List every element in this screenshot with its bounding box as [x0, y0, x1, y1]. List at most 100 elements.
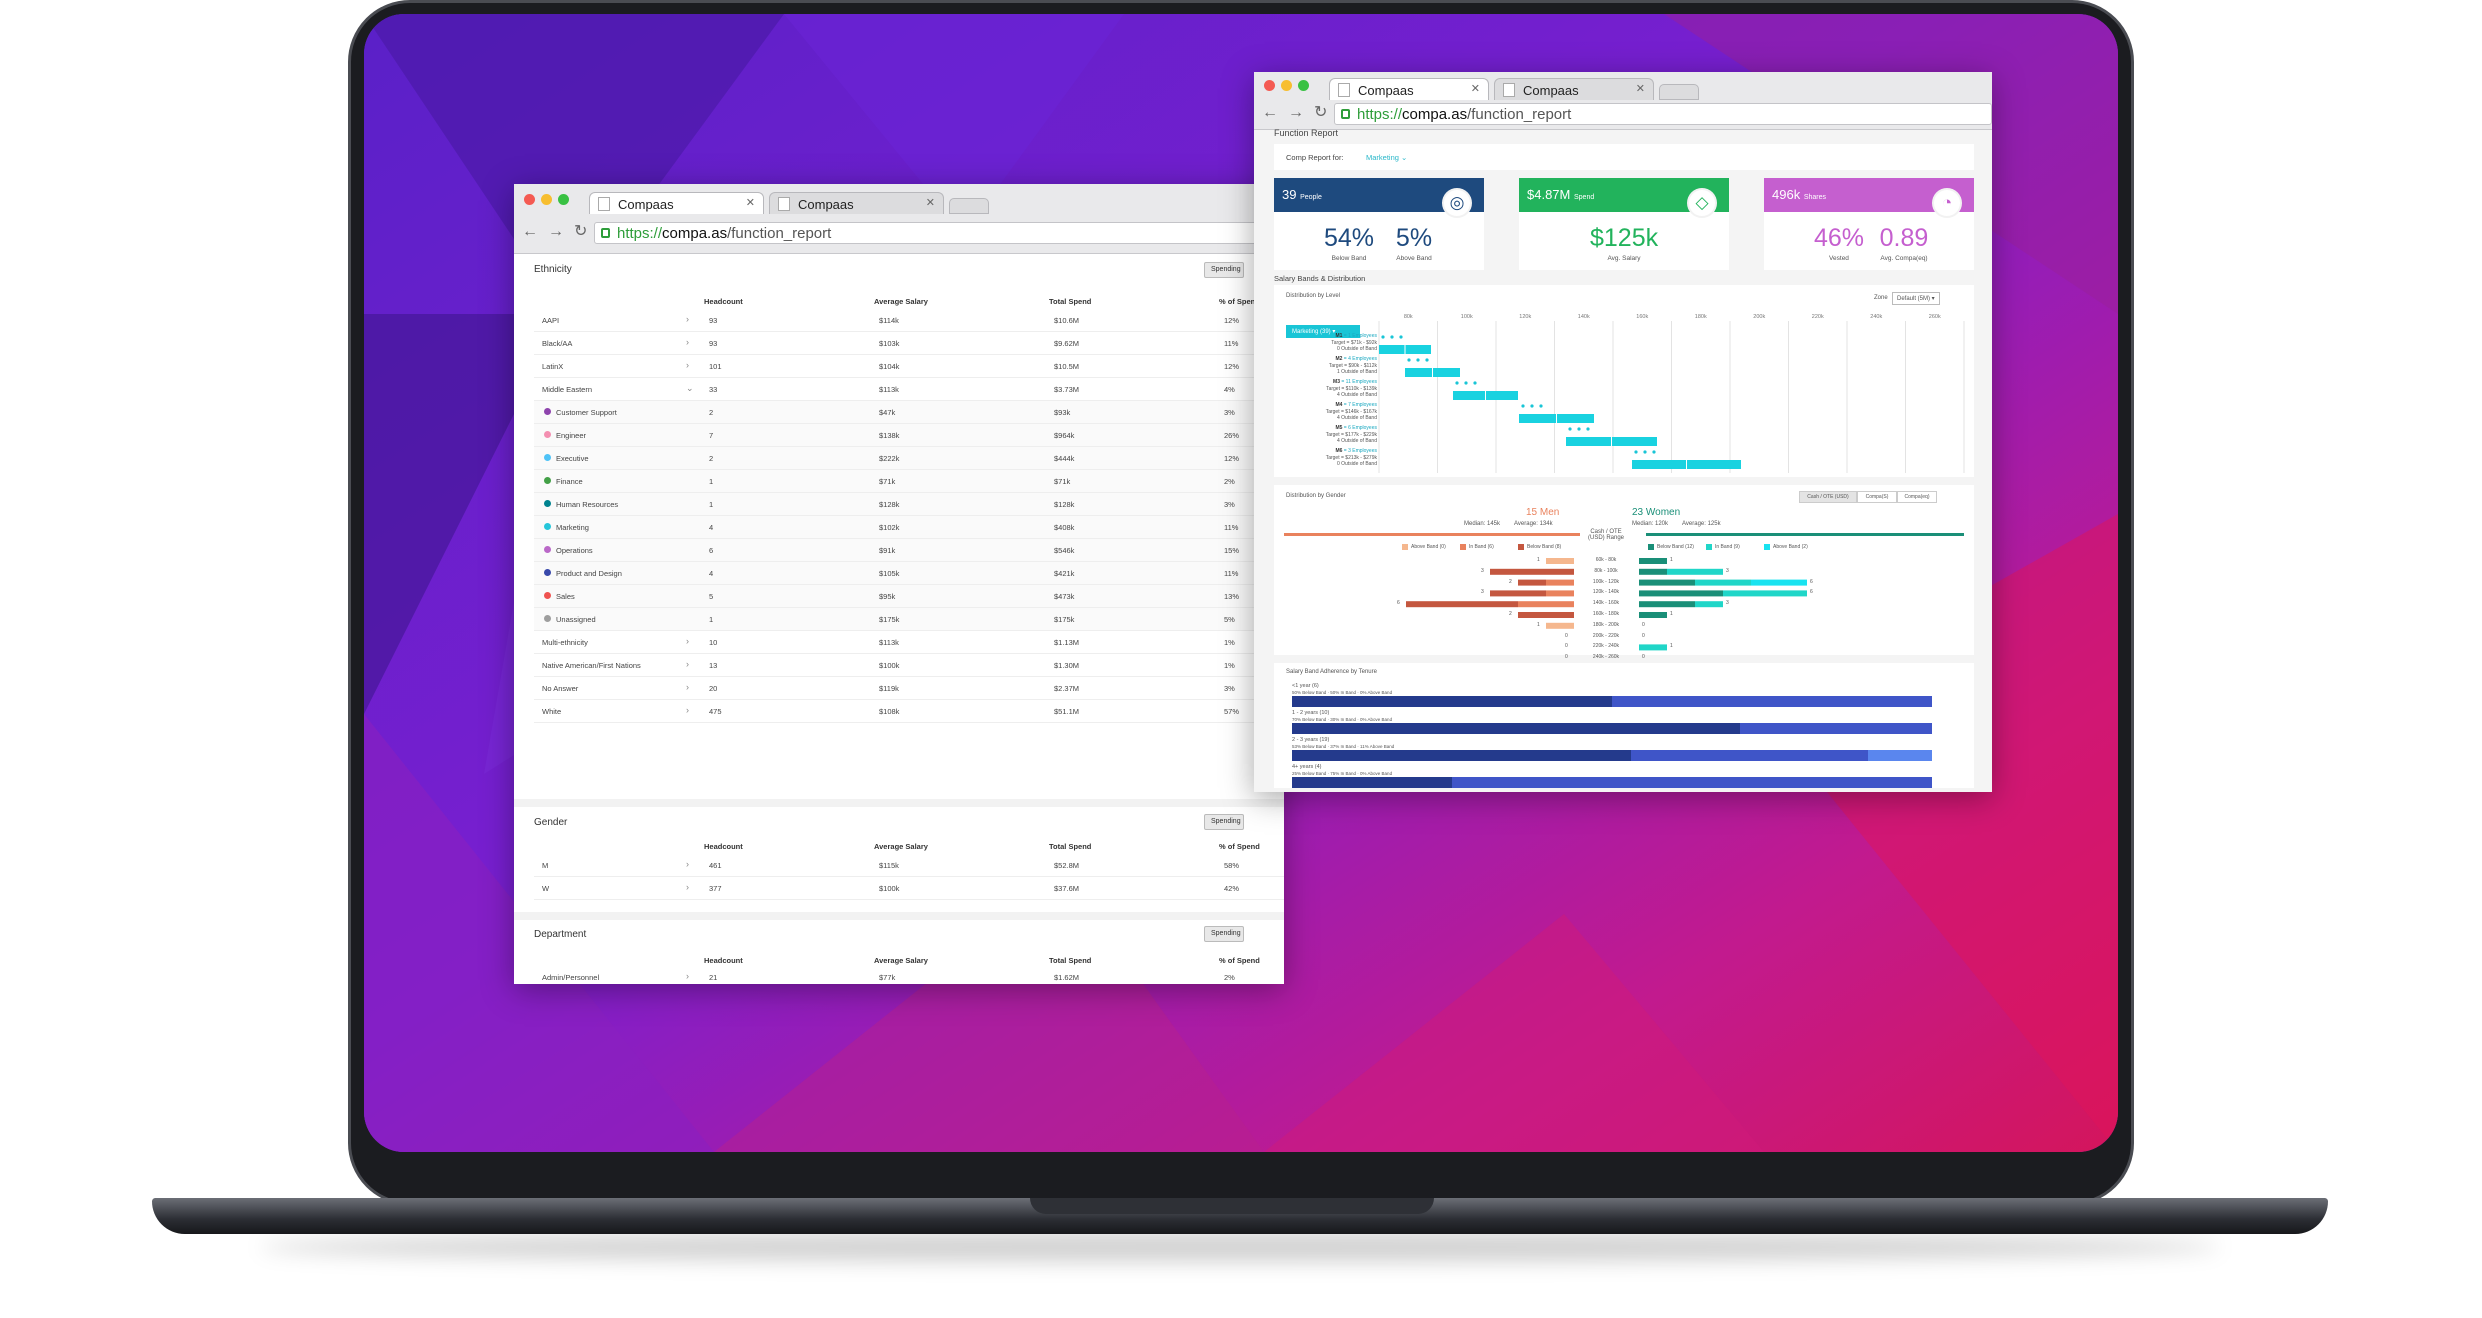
women-bar	[1639, 579, 1695, 586]
chevron-right-icon[interactable]: ›	[686, 659, 689, 669]
table-row[interactable]: Multi-ethnicity › 10 $113k $1.13M 1%	[534, 631, 1284, 654]
table-row[interactable]: No Answer › 20 $119k $2.37M 3%	[534, 677, 1284, 700]
pct-spend-cell: 11%	[1224, 339, 1239, 348]
pct-spend-cell: 13%	[1224, 592, 1240, 601]
employee-dot	[1652, 450, 1656, 454]
level-code: M2	[1335, 356, 1344, 362]
tab-compaas-active[interactable]: Compaas ✕	[1329, 78, 1489, 100]
row-name: No Answer	[542, 684, 579, 693]
marketing-chip[interactable]: Marketing (39) ▾	[1286, 325, 1360, 338]
close-tab-icon[interactable]: ✕	[745, 197, 755, 209]
table-row[interactable]: AAPI › 93 $114k $10.6M 12%	[534, 309, 1284, 332]
women-bar	[1695, 579, 1751, 586]
total-spend-cell: $3.73M	[1054, 385, 1080, 394]
department-spending-button[interactable]: Spending	[1204, 926, 1244, 942]
function-dropdown[interactable]: Marketing ⌄	[1366, 153, 1408, 162]
women-legend-item: In Band (9)	[1706, 544, 1740, 550]
table-row[interactable]: LatinX › 101 $104k $10.5M 12%	[534, 355, 1284, 378]
gender-tab[interactable]: Cash / OTE (USD)	[1799, 491, 1857, 503]
employee-dot	[1464, 381, 1468, 385]
avg-salary-cell: $128k	[879, 500, 900, 509]
chevron-right-icon[interactable]: ›	[686, 360, 689, 370]
men-count: 1	[1537, 557, 1540, 563]
chevron-right-icon[interactable]: ›	[686, 314, 689, 324]
chevron-right-icon[interactable]: ›	[686, 971, 689, 981]
close-tab-icon[interactable]: ✕	[1470, 83, 1480, 95]
axis-tick-label: 80k	[1404, 314, 1413, 320]
maximize-window-button[interactable]	[558, 194, 569, 205]
headcount-cell: 5	[709, 592, 714, 601]
close-tab-icon[interactable]: ✕	[925, 197, 935, 209]
zone-dropdown[interactable]: Default (5M) ▾	[1892, 292, 1940, 305]
maximize-window-button[interactable]	[1298, 80, 1309, 91]
forward-arrow-icon[interactable]: →	[1288, 104, 1314, 121]
close-window-button[interactable]	[1264, 80, 1275, 91]
range-label: 80k - 100k	[1594, 567, 1618, 574]
gender-tab[interactable]: Compa(S)	[1857, 491, 1897, 503]
chevron-right-icon[interactable]: ›	[686, 682, 689, 692]
chevron-right-icon[interactable]: ›	[686, 636, 689, 646]
address-bar[interactable]: https://compa.as/function_report	[1334, 103, 1992, 125]
tab-label: Compaas	[618, 197, 674, 212]
men-count: 3	[1481, 589, 1484, 596]
tab-compaas-active[interactable]: Compaas ✕	[589, 192, 764, 214]
kpi-header-label: People	[1300, 194, 1322, 201]
reload-icon[interactable]: ↻	[574, 223, 598, 240]
kpi-value: 54%	[1323, 224, 1375, 252]
address-bar[interactable]: https://compa.as/function_report	[594, 222, 1284, 244]
col-pct-spend: % of Spend	[1219, 956, 1260, 965]
table-row[interactable]: Black/AA › 93 $103k $9.62M 11%	[534, 332, 1284, 355]
target-icon: ◎	[1442, 188, 1472, 218]
close-window-button[interactable]	[524, 194, 535, 205]
chevron-down-icon[interactable]: ⌄	[686, 383, 694, 393]
table-row[interactable]: Admin/Personnel › 21 $77k $1.62M 2%	[534, 966, 1284, 984]
table-row[interactable]: M › 461 $115k $52.8M 58%	[534, 854, 1284, 877]
chevron-right-icon[interactable]: ›	[686, 882, 689, 892]
tab-compaas-inactive[interactable]: Compaas ✕	[1494, 78, 1654, 100]
col-headcount: Headcount	[704, 842, 743, 851]
women-bar	[1639, 568, 1667, 575]
lock-icon	[1341, 109, 1350, 119]
tab-compaas-inactive[interactable]: Compaas ✕	[769, 192, 944, 214]
reload-icon[interactable]: ↻	[1314, 104, 1338, 121]
level-employees: = 3 Employees	[1343, 448, 1377, 454]
headcount-cell: 7	[709, 431, 714, 440]
row-name: White	[542, 707, 562, 716]
new-tab-button[interactable]	[1659, 84, 1699, 100]
row-name: Finance	[556, 477, 583, 486]
table-row[interactable]: White › 475 $108k $51.1M 57%	[534, 700, 1284, 723]
back-arrow-icon[interactable]: ←	[522, 223, 548, 240]
range-label: 60k - 80k	[1595, 557, 1617, 563]
avg-salary-cell: $138k	[879, 431, 900, 440]
tab-label: Compaas	[798, 197, 854, 212]
forward-arrow-icon[interactable]: →	[548, 223, 574, 240]
tenure-legend: 53% Below Band · 37% In Band · 11% Above…	[1292, 744, 1395, 749]
table-row[interactable]: Native American/First Nations › 13 $100k $1.…	[534, 654, 1284, 677]
chevron-right-icon[interactable]: ›	[686, 859, 689, 869]
close-tab-icon[interactable]: ✕	[1635, 83, 1645, 95]
gender-tab[interactable]: Compa(eq)	[1897, 491, 1937, 503]
headcount-cell: 20	[709, 684, 718, 693]
avg-salary-cell: $175k	[879, 615, 900, 624]
color-dot-icon	[544, 592, 551, 599]
color-dot-icon	[544, 477, 551, 484]
back-arrow-icon[interactable]: ←	[1262, 104, 1288, 121]
minimize-window-button[interactable]	[541, 194, 552, 205]
minimize-window-button[interactable]	[1281, 80, 1292, 91]
kpi-value-label: Below Band	[1331, 255, 1367, 262]
gender-spending-button[interactable]: Spending	[1204, 814, 1244, 830]
women-count: 0	[1642, 654, 1645, 661]
row-name: Engineer	[556, 431, 587, 440]
table-row[interactable]: Middle Eastern ⌄ 33 $113k $3.73M 4%	[534, 378, 1284, 401]
headcount-cell: 4	[709, 523, 714, 532]
pct-spend-cell: 12%	[1224, 362, 1240, 371]
color-dot-icon	[544, 615, 551, 622]
new-tab-button[interactable]	[949, 198, 989, 214]
tenure-label: <1 year (6)	[1292, 683, 1319, 689]
women-count: 0	[1642, 632, 1645, 639]
total-spend-cell: $1.62M	[1054, 973, 1080, 982]
ethnicity-spending-button[interactable]: Spending	[1204, 262, 1244, 278]
chevron-right-icon[interactable]: ›	[686, 705, 689, 715]
table-row[interactable]: W › 377 $100k $37.6M 42%	[534, 877, 1284, 900]
chevron-right-icon[interactable]: ›	[686, 337, 689, 347]
